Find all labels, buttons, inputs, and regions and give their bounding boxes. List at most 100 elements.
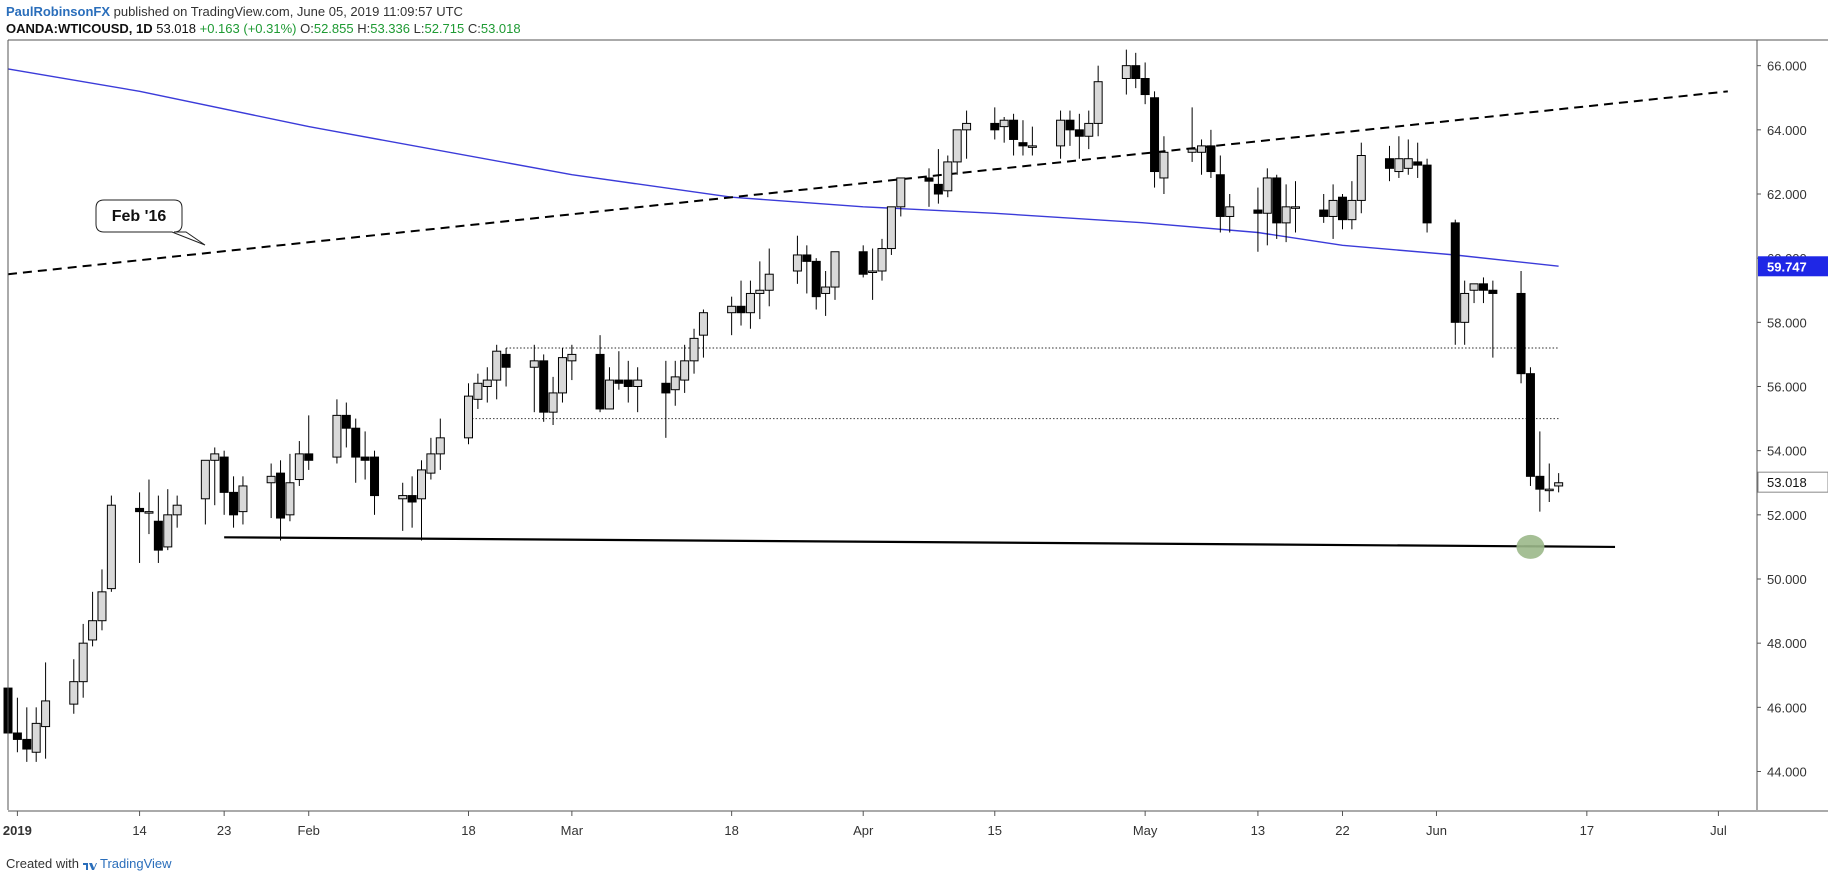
candle	[755, 261, 765, 320]
candle	[12, 697, 22, 753]
candle-body	[219, 456, 229, 493]
candle-body	[285, 482, 295, 516]
candle	[1450, 219, 1460, 345]
candle	[933, 149, 943, 204]
candle	[31, 707, 41, 762]
candle-body	[332, 414, 342, 458]
publisher-name[interactable]: PaulRobinsonFX	[6, 4, 110, 19]
x-tick-label: 17	[1580, 823, 1594, 838]
candle	[294, 441, 304, 486]
candle	[764, 248, 774, 307]
candle-body	[811, 260, 821, 298]
candle	[426, 437, 436, 480]
candle	[792, 235, 802, 284]
candle-body	[1009, 119, 1019, 140]
y-tick-label: 58.000	[1767, 315, 1807, 330]
candle-body	[473, 382, 483, 400]
last-price-value: 53.018	[1767, 475, 1807, 490]
price-change: +0.163 (+0.31%)	[199, 21, 297, 36]
candle-body	[1159, 151, 1169, 179]
candle-body	[962, 122, 972, 131]
candle-body	[304, 453, 314, 461]
candle-body	[294, 453, 304, 481]
published-text: published on TradingView.com, June 05, 2…	[110, 4, 463, 19]
candle	[285, 453, 295, 522]
candle-body	[1253, 209, 1263, 214]
candle	[360, 431, 370, 480]
candle	[1027, 126, 1037, 156]
candle-body	[88, 620, 98, 641]
candle	[727, 296, 737, 336]
candle	[623, 360, 633, 403]
candle-body	[1478, 283, 1488, 291]
candle	[1159, 136, 1169, 194]
candle-body	[398, 495, 408, 500]
candle-body	[1272, 177, 1282, 224]
candle	[1328, 184, 1338, 239]
candle	[417, 460, 427, 541]
candle	[529, 344, 539, 413]
candle-body	[1262, 177, 1272, 214]
candle	[999, 117, 1009, 143]
candle-body	[661, 382, 671, 394]
candle	[1065, 110, 1075, 146]
candle-body	[886, 206, 896, 250]
y-tick-label: 50.000	[1767, 572, 1807, 587]
candle-body	[1215, 174, 1225, 217]
candle-body	[97, 591, 107, 622]
candle	[1291, 181, 1301, 233]
candle	[398, 482, 408, 531]
candles-layer	[3, 49, 1564, 810]
candle-body	[370, 456, 380, 497]
close-value: 53.018	[480, 21, 521, 36]
candle-body	[1093, 81, 1103, 124]
moving-average-line	[7, 68, 1559, 267]
callout-bubble: Feb '16	[95, 199, 206, 246]
candle	[604, 367, 614, 410]
candle	[473, 373, 483, 409]
candle-body	[1328, 199, 1338, 217]
candle-body	[1403, 158, 1413, 169]
candle	[1253, 187, 1263, 252]
candle-body	[830, 251, 840, 288]
candle	[435, 418, 445, 470]
candle-body	[933, 183, 943, 195]
candle	[1074, 113, 1084, 159]
candle	[633, 367, 643, 413]
candle	[210, 447, 220, 506]
y-tick-label: 64.000	[1767, 123, 1807, 138]
candle-body	[1291, 206, 1301, 209]
close-label: C:	[467, 21, 481, 36]
y-tick-label: 62.000	[1767, 187, 1807, 202]
x-tick-label: 18	[461, 823, 475, 838]
footer-brand[interactable]: TradingView	[99, 856, 172, 871]
candle-body	[1516, 292, 1526, 375]
candle	[304, 415, 314, 470]
candle	[135, 492, 145, 563]
candle-body	[200, 459, 210, 500]
candle	[407, 476, 417, 528]
symbol-info: OANDA:WTICOUSD, 1D 53.018 +0.163 (+0.31%…	[6, 21, 521, 36]
candle-body	[153, 520, 163, 551]
candle	[1281, 184, 1291, 243]
candle-body	[1450, 222, 1460, 323]
candle-body	[210, 453, 220, 461]
candle-body	[999, 119, 1009, 128]
support-line	[224, 536, 1616, 549]
candle-body	[12, 732, 22, 740]
y-tick-label: 44.000	[1767, 765, 1807, 780]
candle-body	[670, 376, 680, 391]
candle-body	[877, 248, 887, 272]
candle-body	[463, 395, 473, 439]
footer-prefix: Created with	[6, 856, 79, 871]
callout-label: Feb '16	[112, 208, 167, 225]
candle	[1131, 52, 1141, 89]
x-tick-label: Apr	[853, 823, 874, 838]
candle-body	[1422, 164, 1432, 224]
candle	[1084, 110, 1094, 150]
candle	[830, 251, 840, 300]
candle	[1422, 158, 1432, 233]
candle	[990, 107, 1000, 140]
candle	[595, 335, 605, 413]
